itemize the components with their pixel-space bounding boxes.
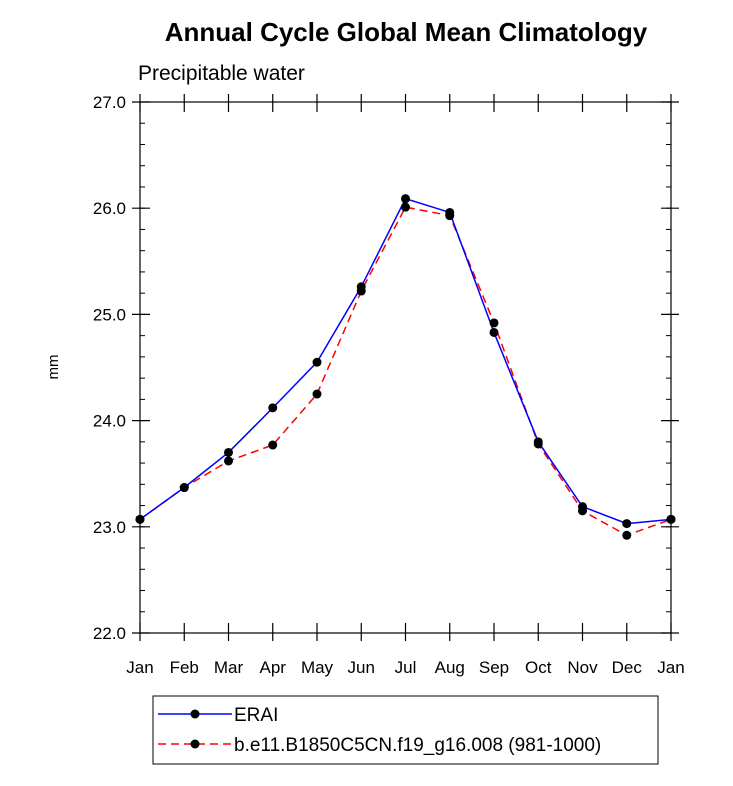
y-tick-labels: 22.0 23.0 24.0 25.0 26.0 27.0: [93, 93, 126, 643]
x-tick-label: Aug: [435, 658, 465, 677]
series-1-point: [268, 440, 278, 450]
x-tick-label: Oct: [525, 658, 552, 677]
x-tick-label: Feb: [170, 658, 199, 677]
series-1-point: [312, 389, 322, 399]
x-tick-label: Jul: [395, 658, 417, 677]
x-tick-label: Sep: [479, 658, 509, 677]
legend-label-model: b.e11.B1850C5CN.f19_g16.008 (981-1000): [234, 735, 601, 756]
series-1-point: [135, 514, 145, 524]
x-tick-label: Mar: [214, 658, 244, 677]
series-0-point: [489, 327, 499, 337]
series-1-point: [666, 514, 676, 524]
y-tick-label: 24.0: [93, 412, 126, 431]
legend: ERAI b.e11.B1850C5CN.f19_g16.008 (981-10…: [152, 695, 659, 765]
series-0-point: [622, 519, 632, 529]
series-1-point: [401, 202, 410, 212]
legend-marker-erai: [190, 709, 200, 719]
series-0-point: [312, 357, 322, 367]
y-tick-label: 23.0: [93, 518, 126, 537]
series-1-point: [356, 286, 366, 296]
x-tick-label: Jun: [348, 658, 375, 677]
plot-frame: [139, 101, 672, 634]
series-1-point: [179, 483, 189, 493]
series-0-point: [401, 194, 410, 204]
series-line-1: [139, 206, 672, 537]
series-1-point: [622, 530, 632, 540]
minor-ticks: [140, 101, 671, 634]
legend-box: [152, 695, 659, 765]
x-tick-label: Apr: [260, 658, 287, 677]
legend-marker-model: [190, 739, 200, 749]
series-1-point: [489, 318, 499, 328]
series-line-0: [139, 197, 672, 525]
y-tick-label: 22.0: [93, 624, 126, 643]
legend-label-erai: ERAI: [234, 705, 278, 726]
x-tick-label: Jan: [126, 658, 153, 677]
y-tick-label: 25.0: [93, 305, 126, 324]
series-layer: [135, 194, 676, 540]
x-tick-label: Dec: [612, 658, 643, 677]
x-tick-label: May: [301, 658, 334, 677]
y-tick-label: 26.0: [93, 199, 126, 218]
series-1-point: [224, 456, 233, 466]
y-tick-label: 27.0: [93, 93, 126, 112]
series-1-point: [578, 506, 587, 516]
series-1-point: [533, 439, 543, 449]
chart-title: Annual Cycle Global Mean Climatology: [165, 17, 648, 47]
y-axis-label: mm: [45, 355, 62, 380]
series-0-point: [224, 447, 233, 457]
x-tick-label: Jan: [657, 658, 684, 677]
series-1-point: [445, 211, 455, 221]
major-ticks: [132, 94, 679, 641]
series-0-point: [268, 403, 278, 413]
x-tick-label: Nov: [567, 658, 598, 677]
chart-subtitle: Precipitable water: [138, 62, 305, 85]
x-tick-labels: Jan Feb Mar Apr May Jun Jul Aug Sep Oct Nov Dec Jan: [126, 658, 684, 677]
